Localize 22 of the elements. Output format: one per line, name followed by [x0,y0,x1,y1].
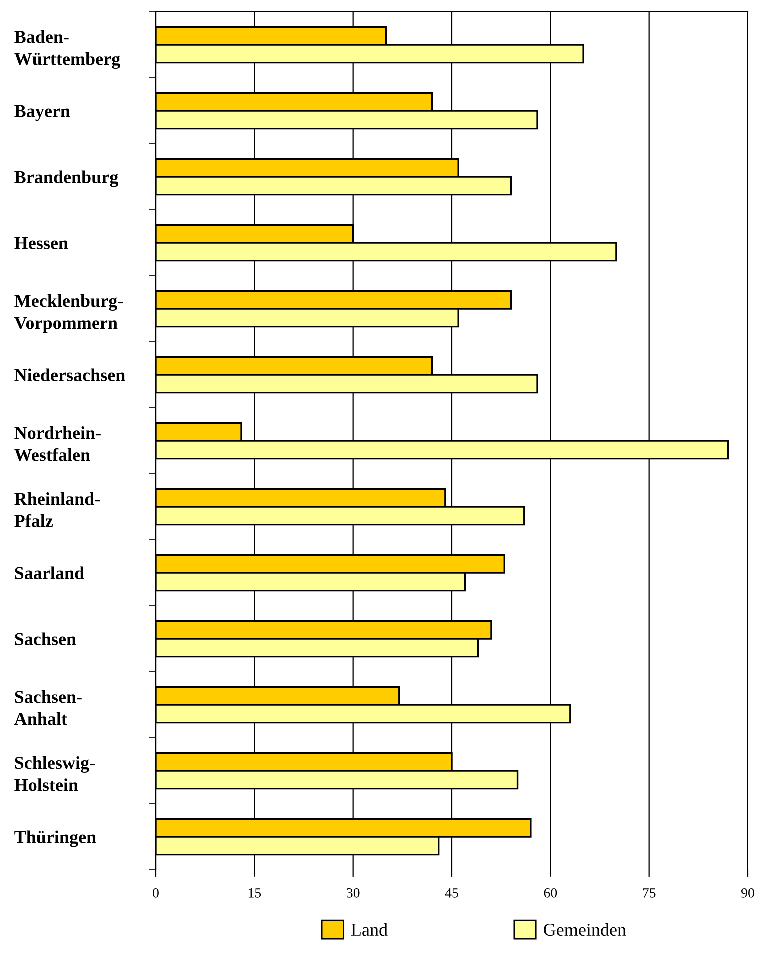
y-tick-label: Niedersachsen [14,368,126,382]
x-tick-label: 90 [742,888,754,898]
y-tick-label: Hessen [14,237,68,250]
y-tick-label: Nordrhein- Westfalen [14,426,101,462]
x-tick-label: 30 [347,888,360,898]
y-tick-label: Schleswig- Holstein [14,756,95,792]
x-tick-label: 15 [248,888,262,898]
y-tick-label: Thüringen [14,830,96,848]
legend-label: Gemeinden [544,923,626,936]
legend-label: Land [351,923,388,936]
x-tick-label: 60 [544,888,558,898]
y-tick-label: Sachsen [15,632,76,646]
y-tick-label: Baden- Württemberg [14,30,120,70]
x-tick-label: 75 [643,888,656,898]
y-tick-label: Brandenburg [14,170,119,188]
x-tick-label: 0 [153,888,159,898]
y-tick-label: Saarland [15,566,84,580]
x-tick-label: 45 [445,888,458,898]
y-tick-label: Bayern [14,105,70,122]
y-tick-label: Sachsen- Anhalt [14,690,82,726]
y-tick-label: Rheinland- Pfalz [14,492,100,528]
y-tick-label: Mecklenburg- Vorpommern [14,294,123,334]
